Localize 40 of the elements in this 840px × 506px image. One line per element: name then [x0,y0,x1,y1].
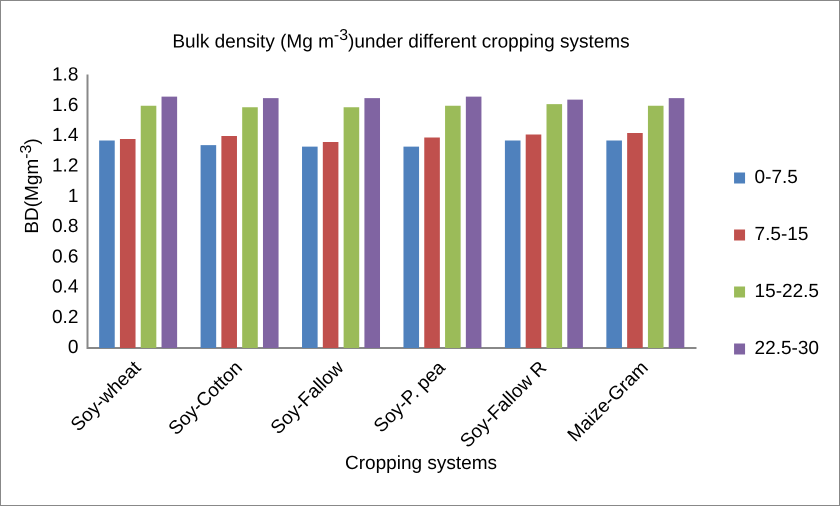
bar [200,145,216,348]
y-tick-label: 1.4 [52,125,79,146]
bar [668,98,684,348]
y-tick-label: 1 [68,186,78,207]
y-tick-label: 0.8 [52,216,78,238]
y-tick-label: 1.6 [52,94,78,116]
legend-label: 0-7.5 [754,167,798,188]
bar [162,96,178,348]
y-tick-label: 0.2 [52,306,78,328]
bar [466,96,482,348]
bar [364,98,380,348]
bar [344,107,360,348]
bar [504,140,521,348]
bar [627,132,643,348]
bar [302,146,318,348]
bar [606,140,622,348]
y-tick-label: 1.2 [52,156,78,176]
bar [221,136,237,348]
y-tick-label: 0 [68,337,78,358]
bar [403,146,420,348]
legend-label: 15-22.5 [754,281,820,302]
bar [526,134,542,348]
bar [567,100,583,348]
bar [140,106,156,348]
bar [242,107,258,348]
y-tick-label: 1.8 [52,64,78,86]
bar [120,139,136,348]
legend-label: 7.5-15 [754,224,808,246]
x-axis-title: Cropping systems [344,453,498,475]
y-tick-label: 0.6 [52,246,78,268]
y-tick-label: 0.4 [52,276,79,298]
chart-title: Bulk density (Mg m$^{-3}$)under different cropping systems [171,27,631,54]
bar [424,137,440,348]
bar [99,140,115,348]
legend-label: 22.5-30 [754,338,820,360]
bar [322,142,338,348]
bar [262,98,279,348]
bar [546,104,562,348]
bar [648,106,664,348]
bar [445,106,461,348]
